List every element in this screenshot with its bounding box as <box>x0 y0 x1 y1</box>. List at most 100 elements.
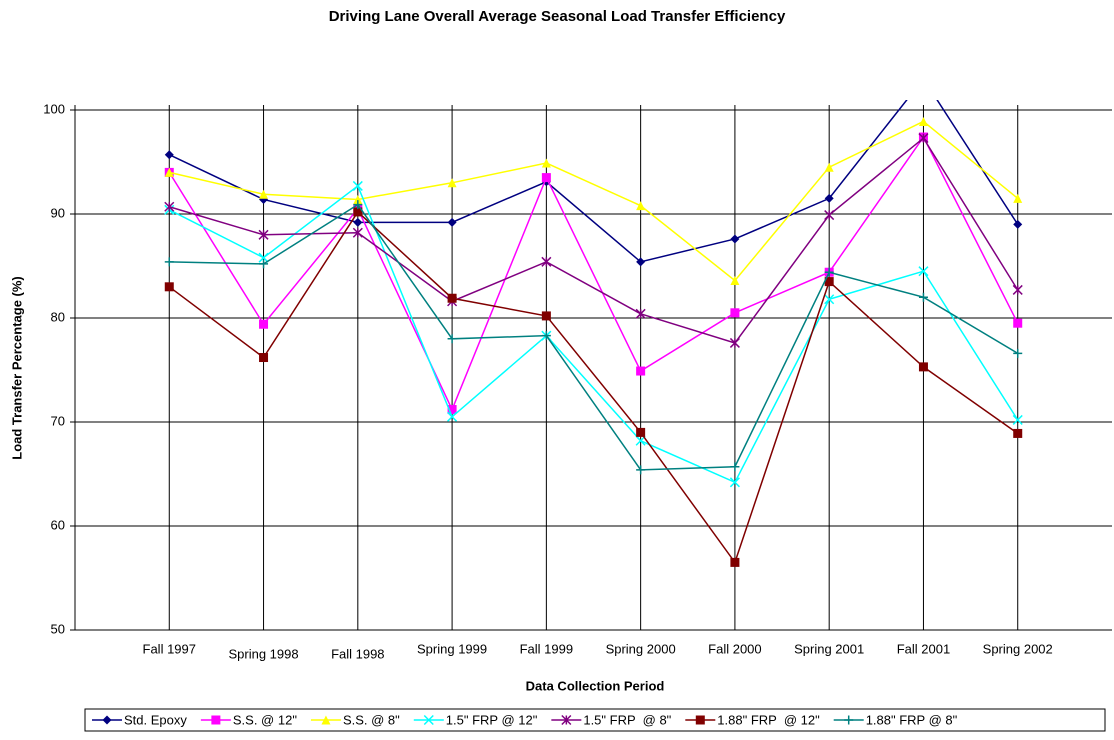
series-line <box>168 184 1019 484</box>
marker <box>729 337 740 348</box>
marker <box>258 252 269 263</box>
marker <box>824 162 834 172</box>
legend-label: 1.5" FRP @ 12" <box>446 712 538 727</box>
marker <box>353 217 363 227</box>
x-axis-title: Data Collection Period <box>526 678 665 693</box>
marker <box>423 714 434 726</box>
marker <box>844 715 854 725</box>
marker <box>447 293 457 303</box>
marker <box>918 362 928 372</box>
marker <box>259 353 269 363</box>
marker <box>824 210 835 221</box>
x-tick-label: Fall 2000 <box>708 641 761 656</box>
marker <box>1013 428 1023 438</box>
marker <box>164 282 174 292</box>
marker <box>729 477 740 488</box>
y-tick-label: 50 <box>51 621 65 636</box>
marker <box>352 180 363 191</box>
y-tick-label: 70 <box>51 413 65 428</box>
marker <box>259 259 269 269</box>
marker <box>447 217 457 227</box>
marker <box>352 227 363 238</box>
marker <box>541 256 552 267</box>
marker <box>918 116 928 126</box>
marker <box>918 133 929 144</box>
marker <box>1012 284 1023 295</box>
x-tick-label: Spring 2001 <box>794 641 864 656</box>
marker <box>636 465 646 475</box>
marker <box>164 167 174 177</box>
legend-label: 1.88" FRP @ 8" <box>866 712 958 727</box>
marker <box>353 200 363 210</box>
legend-label: 1.88" FRP @ 12" <box>717 712 820 727</box>
marker <box>1013 348 1023 358</box>
marker <box>918 292 928 302</box>
marker <box>636 201 646 211</box>
legend-label: Std. Epoxy <box>124 712 187 727</box>
marker <box>353 194 363 204</box>
chart-title: Driving Lane Overall Average Seasonal Lo… <box>329 8 786 25</box>
marker <box>824 267 834 277</box>
marker <box>447 334 457 344</box>
marker <box>353 207 363 217</box>
marker <box>730 234 740 244</box>
marker <box>541 311 551 321</box>
x-tick-label: Spring 1999 <box>417 641 487 656</box>
series-line <box>169 136 1019 344</box>
marker <box>164 150 174 160</box>
x-tick-label: Fall 2001 <box>897 641 950 656</box>
y-tick-label: 60 <box>51 517 65 532</box>
y-tick-label: 90 <box>51 205 65 220</box>
plot <box>164 74 1023 567</box>
marker <box>102 715 112 725</box>
marker <box>447 178 457 188</box>
marker <box>918 266 929 277</box>
marker <box>164 201 175 212</box>
marker <box>1013 219 1023 229</box>
marker <box>636 427 646 437</box>
marker <box>164 257 174 267</box>
marker <box>541 158 551 168</box>
marker <box>730 276 740 286</box>
marker <box>258 229 269 240</box>
marker <box>824 193 834 203</box>
marker <box>730 308 740 318</box>
series-line <box>168 135 1019 412</box>
marker <box>259 319 269 329</box>
marker <box>636 257 646 267</box>
x-tick-label: Fall 1998 <box>331 646 384 661</box>
series-line <box>169 120 1019 282</box>
series-line <box>168 100 1019 263</box>
x-tick-label: Spring 2002 <box>983 641 1053 656</box>
legend: Std. Epoxy S.S. @ 12" S.S. @ 8" 1.5" FRP @ … <box>84 708 1106 732</box>
marker <box>541 173 551 183</box>
marker <box>211 715 221 725</box>
x-tick-label: Fall 1997 <box>143 641 196 656</box>
legend-label: S.S. @ 8" <box>343 712 400 727</box>
marker <box>447 411 458 422</box>
x-tick-label: Spring 1998 <box>228 646 298 661</box>
x-tick-label: Spring 2000 <box>606 641 676 656</box>
marker <box>824 277 834 287</box>
y-axis-title: Load Transfer Percentage (%) <box>9 276 24 460</box>
marker <box>635 308 646 319</box>
y-tick-label: 80 <box>51 309 65 324</box>
x-tick-label: Fall 1999 <box>520 641 573 656</box>
marker <box>561 714 572 726</box>
marker <box>321 715 331 725</box>
marker <box>447 405 457 415</box>
marker <box>636 366 646 376</box>
marker <box>1012 414 1023 425</box>
marker <box>259 189 269 199</box>
legend-box <box>84 708 1106 732</box>
series-line <box>168 210 1019 565</box>
marker <box>730 462 740 472</box>
marker <box>1013 193 1023 203</box>
marker <box>919 74 928 83</box>
series-line <box>169 203 1019 471</box>
marker <box>541 331 551 341</box>
legend-label: 1.5" FRP @ 8" <box>583 712 671 727</box>
legend-label: S.S. @ 12" <box>233 712 297 727</box>
marker <box>1013 318 1023 328</box>
